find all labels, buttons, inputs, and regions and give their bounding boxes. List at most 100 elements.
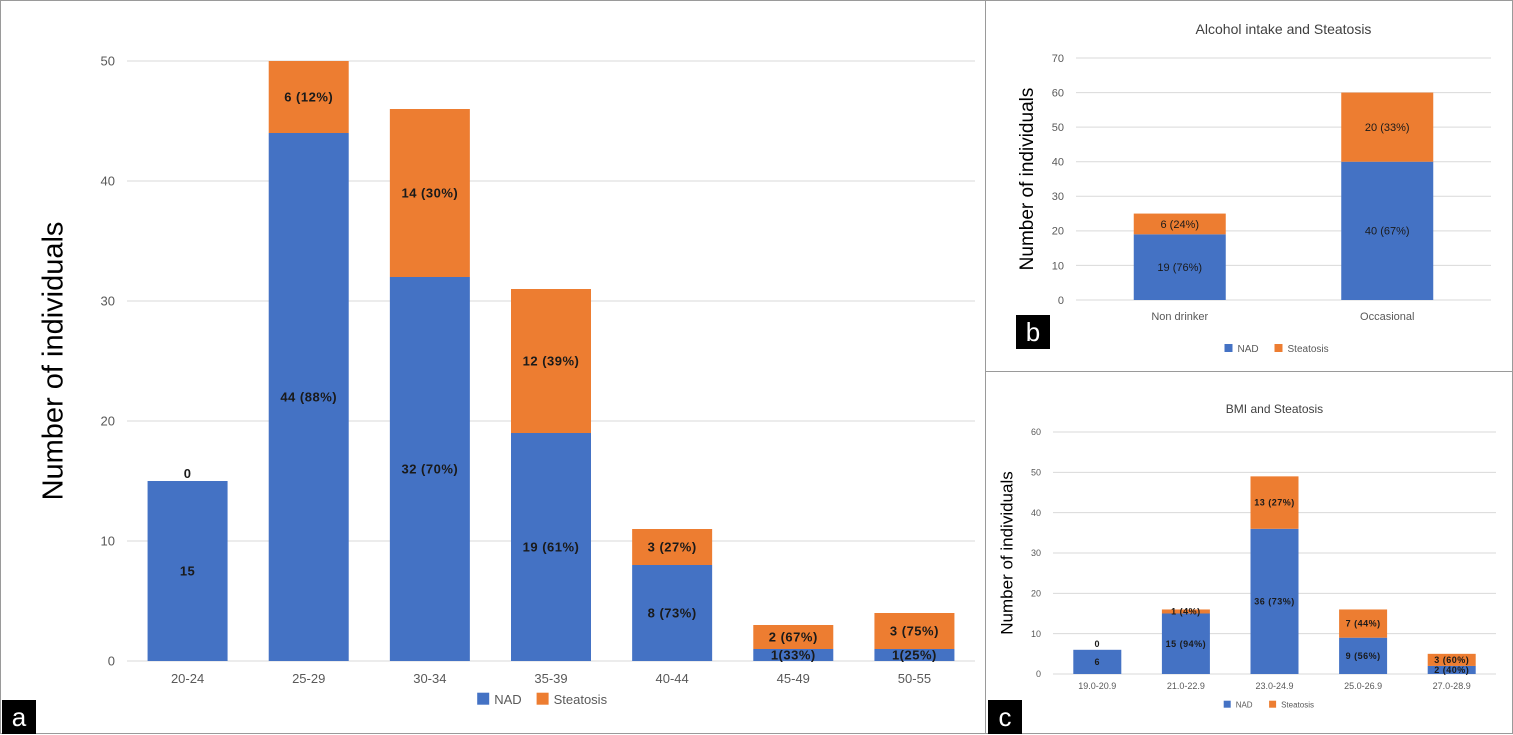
y-tick-label-a: 20	[101, 414, 115, 429]
y-tick-label-a: 10	[101, 534, 115, 549]
data-label-b-steatosis: 6 (24%)	[1160, 219, 1199, 231]
panel-label-a: a	[2, 700, 36, 734]
legend-label-c-steatosis: Steatosis	[1281, 700, 1314, 709]
bar-b-steatosis-0	[1133, 213, 1226, 235]
legend-label-a-steatosis: Steatosis	[554, 692, 608, 707]
data-label-c-nad: 15 (94%)	[1166, 639, 1207, 649]
data-label-a-nad: 15	[180, 564, 195, 579]
y-tick-label-b: 40	[1052, 157, 1064, 169]
y-tick-label-b: 0	[1058, 295, 1064, 307]
data-label-a-nad: 1(25%)	[892, 648, 937, 663]
bar-a-nad-5	[753, 649, 834, 661]
x-tick-label-c: 19.0-20.9	[1078, 681, 1116, 691]
y-axis-label-b: Number of individuals	[1017, 88, 1038, 271]
y-tick-label-c: 60	[1031, 427, 1041, 437]
y-tick-label-a: 0	[108, 654, 115, 669]
panel-label-c: c	[988, 700, 1022, 734]
data-label-c-steatosis: 7 (44%)	[1346, 619, 1381, 629]
data-label-c-steatosis: 13 (27%)	[1254, 498, 1295, 508]
y-tick-label-c: 0	[1036, 669, 1041, 679]
data-label-b-nad: 19 (76%)	[1157, 262, 1202, 274]
bar-c-nad-3	[1339, 637, 1388, 674]
data-label-c-steatosis: 1 (4%)	[1171, 607, 1201, 617]
data-label-a-steatosis: 3 (27%)	[648, 540, 697, 555]
data-label-c-steatosis: 0	[1095, 639, 1101, 649]
data-label-a-nad: 44 (88%)	[280, 390, 337, 405]
legend-label-b-nad: NAD	[1238, 344, 1259, 355]
chart-title-b: Alcohol intake and Steatosis	[1196, 21, 1372, 37]
x-tick-label-c: 27.0-28.9	[1433, 681, 1471, 691]
bar-c-nad-4	[1427, 665, 1476, 674]
y-tick-label-a: 40	[101, 174, 115, 189]
y-tick-label-a: 30	[101, 294, 115, 309]
chart-b: 0 10 20 30 40 50 60 70 Number of individuals Alco…	[1017, 21, 1491, 355]
x-tick-label-c: 21.0-22.9	[1167, 681, 1205, 691]
bar-a-nad-2	[389, 277, 470, 661]
y-tick-label-b: 10	[1052, 260, 1064, 272]
data-label-a-nad: 1(33%)	[771, 648, 816, 663]
bar-a-nad-4	[632, 565, 713, 661]
x-tick-label-a: 30-34	[413, 671, 446, 686]
chart-title-c: BMI and Steatosis	[1226, 402, 1323, 416]
bar-a-nad-3	[511, 433, 591, 661]
data-label-a-steatosis: 14 (30%)	[401, 186, 458, 201]
x-tick-label-a: 25-29	[292, 671, 325, 686]
legend-swatch-b-steatosis	[1274, 344, 1283, 352]
legend-label-c-nad: NAD	[1236, 700, 1253, 709]
data-label-c-nad: 6	[1095, 657, 1101, 667]
y-axis-label-c: Number of individuals	[997, 471, 1016, 634]
bar-c-steatosis-1	[1161, 609, 1210, 614]
bar-c-steatosis-3	[1339, 609, 1388, 638]
y-axis-label-a: Number of individuals	[38, 222, 70, 501]
bar-a-steatosis-3	[511, 289, 591, 433]
bar-a-steatosis-4	[632, 529, 713, 565]
data-label-a-nad: 32 (70%)	[401, 462, 458, 477]
y-tick-label-c: 30	[1031, 548, 1041, 558]
bar-a-nad-6	[874, 649, 955, 661]
data-label-c-steatosis: 3 (60%)	[1434, 655, 1469, 665]
y-tick-label-b: 30	[1052, 191, 1064, 203]
x-tick-label-c: 25.0-26.9	[1344, 681, 1382, 691]
data-label-b-nad: 40 (67%)	[1365, 226, 1410, 238]
data-label-c-nad: 2 (40%)	[1434, 665, 1469, 675]
panel-divider-vertical	[985, 1, 986, 733]
bar-a-steatosis-2	[389, 109, 470, 277]
legend-swatch-b-nad	[1224, 344, 1233, 352]
y-tick-label-c: 10	[1031, 629, 1041, 639]
legend-label-b-steatosis: Steatosis	[1288, 344, 1329, 355]
data-label-a-steatosis: 6 (12%)	[284, 90, 333, 105]
data-label-b-steatosis: 20 (33%)	[1365, 122, 1410, 134]
data-label-a-nad: 19 (61%)	[523, 540, 580, 555]
data-label-c-nad: 9 (56%)	[1346, 651, 1381, 661]
y-tick-label-b: 60	[1052, 87, 1064, 99]
bar-c-steatosis-2	[1250, 476, 1299, 529]
x-tick-label-a: 35-39	[534, 671, 567, 686]
chart-a: 0 10 20 30 40 50 Number of individuals 15 0 20-24…	[38, 54, 975, 707]
data-label-a-steatosis: 12 (39%)	[523, 354, 580, 369]
bar-b-nad-1	[1341, 161, 1434, 300]
y-tick-label-b: 20	[1052, 226, 1064, 238]
panel-divider-horizontal	[985, 371, 1513, 372]
y-tick-label-b: 70	[1052, 53, 1064, 65]
x-tick-label-a: 40-44	[656, 671, 689, 686]
bar-c-nad-0	[1073, 649, 1122, 674]
bar-c-nad-1	[1161, 613, 1210, 674]
legend-label-a-nad: NAD	[494, 692, 521, 707]
bar-b-nad-0	[1133, 234, 1226, 300]
bar-b-steatosis-1	[1341, 92, 1434, 162]
x-tick-label-a: 50-55	[898, 671, 931, 686]
y-tick-label-c: 40	[1031, 508, 1041, 518]
legend-swatch-a-steatosis	[536, 692, 549, 705]
bar-c-nad-2	[1250, 528, 1299, 674]
x-tick-label-b: Non drinker	[1151, 311, 1208, 323]
x-tick-label-c: 23.0-24.9	[1255, 681, 1293, 691]
data-label-a-steatosis: 0	[184, 466, 192, 481]
data-label-a-nad: 8 (73%)	[648, 606, 697, 621]
bar-a-nad-0	[147, 481, 228, 661]
x-tick-label-a: 45-49	[777, 671, 810, 686]
y-tick-label-c: 50	[1031, 467, 1041, 477]
y-tick-label-b: 50	[1052, 122, 1064, 134]
y-tick-label-a: 50	[101, 54, 115, 69]
